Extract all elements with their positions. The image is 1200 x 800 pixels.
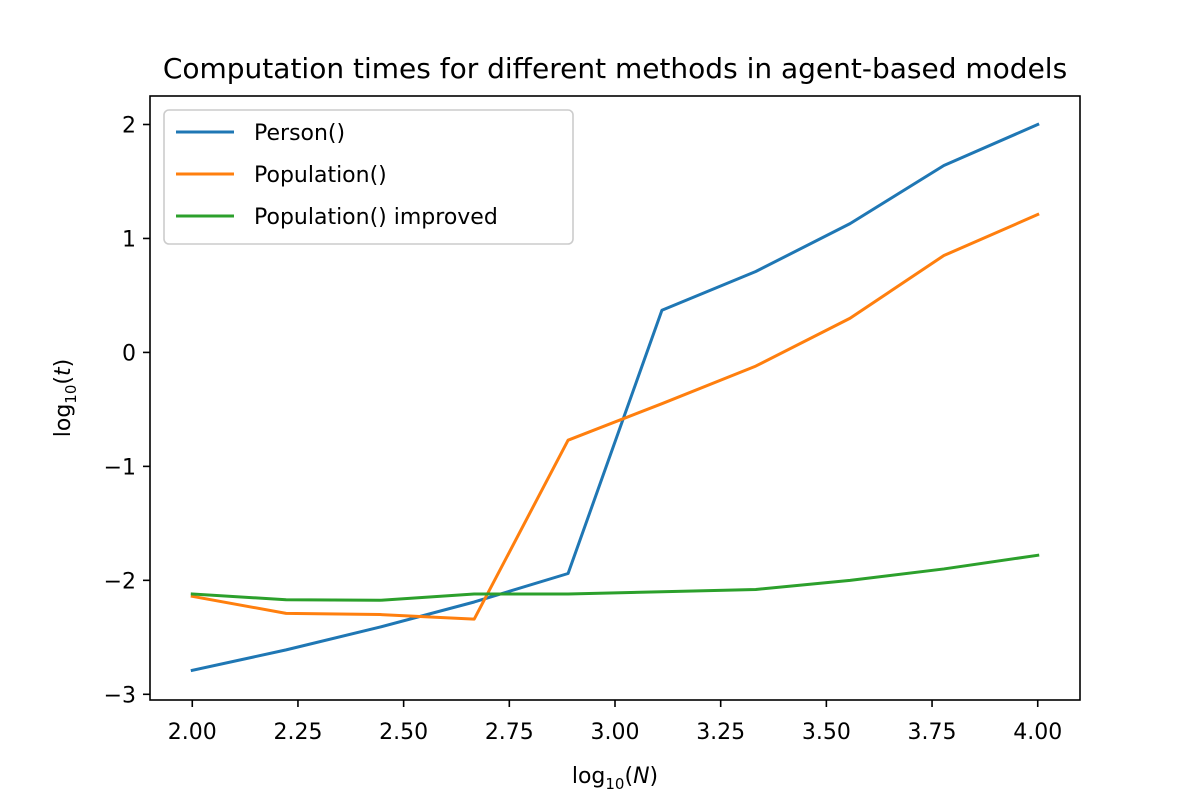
y-axis-label-paren-open: ( [51, 376, 76, 385]
y-tick-label: −1 [104, 455, 136, 480]
series-line-2 [190, 212, 1040, 621]
x-axis-label-subscript: 10 [605, 775, 624, 793]
x-axis-label-prefix: log [572, 764, 606, 789]
y-axis-label-subscript: 10 [62, 385, 80, 404]
x-tick-label: 4.00 [1013, 720, 1062, 745]
chart-title: Computation times for different methods … [163, 52, 1067, 85]
legend: Person() Population() Population() improve… [163, 109, 574, 245]
y-tick-label: −2 [104, 569, 136, 594]
x-axis-label: log10(N) [572, 764, 658, 793]
x-tick-label: 2.75 [485, 720, 534, 745]
y-axis-label-paren-close: ) [51, 359, 76, 368]
legend-label-3: Population() improved [254, 205, 498, 230]
y-tick-label: 1 [122, 227, 136, 252]
y-tick-label: 0 [122, 341, 136, 366]
series-line-1 [190, 122, 1040, 673]
x-tick-label: 3.50 [802, 720, 851, 745]
y-tick-label: −3 [104, 683, 136, 708]
plot-lines [190, 122, 1040, 673]
x-tick-label: 2.25 [273, 720, 322, 745]
y-axis-label-prefix: log [51, 404, 76, 438]
legend-label-1: Person() [254, 121, 345, 146]
legend-box [163, 109, 574, 245]
series-line-3 [190, 553, 1040, 602]
x-tick-label: 3.75 [908, 720, 957, 745]
x-axis-label-paren-close: ) [650, 764, 659, 789]
y-axis-label-variable: t [51, 366, 76, 376]
y-axis-ticks: −3 −2 −1 0 1 2 [104, 113, 150, 708]
y-tick-label: 2 [122, 113, 136, 138]
x-tick-label: 2.00 [168, 720, 217, 745]
x-tick-label: 2.50 [379, 720, 428, 745]
x-tick-label: 3.25 [696, 720, 745, 745]
y-axis-label: log10(t) [51, 359, 80, 437]
x-axis-label-variable: N [633, 764, 649, 789]
x-axis-ticks: 2.00 2.25 2.50 2.75 3.00 3.25 3.50 3.75 4.00 [168, 700, 1062, 745]
x-axis-label-paren-open: ( [624, 764, 633, 789]
legend-entries: Person() Population() Population() improve… [176, 121, 498, 230]
x-tick-label: 3.00 [591, 720, 640, 745]
legend-label-2: Population() [254, 163, 387, 188]
